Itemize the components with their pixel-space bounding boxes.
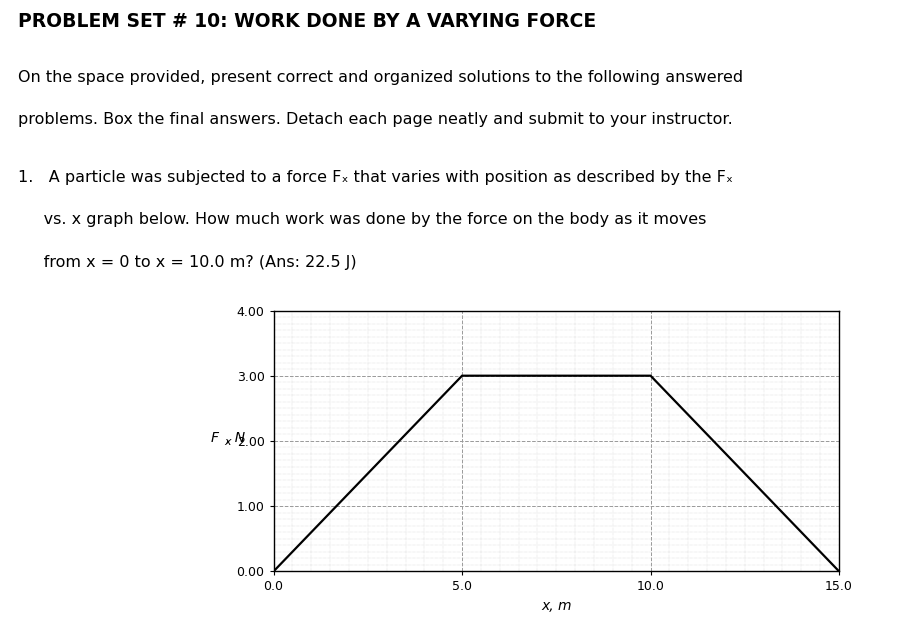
- Text: F: F: [210, 431, 218, 445]
- Text: from x = 0 to x = 10.0 m? (Ans: 22.5 J): from x = 0 to x = 10.0 m? (Ans: 22.5 J): [18, 255, 356, 270]
- X-axis label: x, m: x, m: [540, 599, 571, 613]
- Text: PROBLEM SET # 10: WORK DONE BY A VARYING FORCE: PROBLEM SET # 10: WORK DONE BY A VARYING…: [18, 12, 596, 32]
- Text: On the space provided, present correct and organized solutions to the following : On the space provided, present correct a…: [18, 70, 742, 84]
- Text: 1.   A particle was subjected to a force Fₓ that varies with position as describ: 1. A particle was subjected to a force F…: [18, 170, 732, 184]
- Text: vs. x graph below. How much work was done by the force on the body as it moves: vs. x graph below. How much work was don…: [18, 212, 706, 227]
- Text: x: x: [224, 437, 231, 447]
- Text: problems. Box the final answers. Detach each page neatly and submit to your inst: problems. Box the final answers. Detach …: [18, 112, 732, 127]
- Text: , N: , N: [226, 431, 244, 445]
